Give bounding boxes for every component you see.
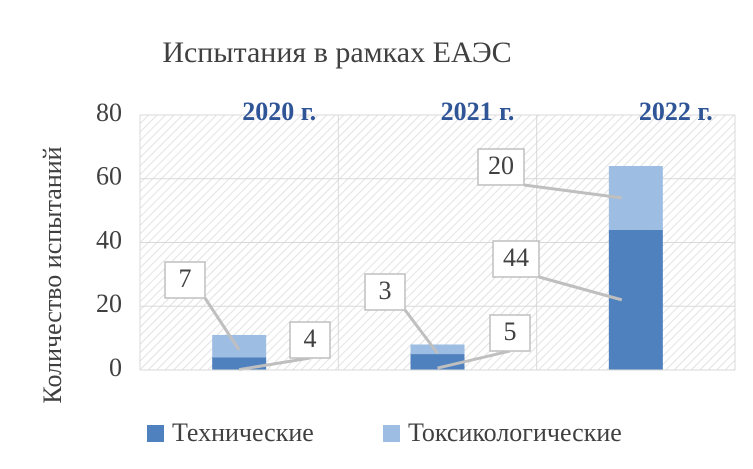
leader-line — [538, 275, 623, 302]
legend-label: Токсикологические — [408, 418, 622, 447]
callout-box — [492, 240, 540, 278]
y-tick-label: 60 — [96, 162, 122, 191]
legend-swatch — [383, 425, 400, 442]
callout-box — [489, 314, 531, 352]
leader-line — [437, 349, 511, 370]
category-label: 2022 г. — [639, 97, 713, 126]
bar-segment — [410, 344, 465, 355]
data-label: 3 — [379, 276, 392, 305]
category-label: 2021 г. — [441, 97, 515, 126]
callout-box — [289, 321, 331, 359]
y-axis-label: Количество испытаний — [38, 146, 67, 403]
callout-box — [477, 148, 525, 186]
category-label: 2020 г. — [242, 97, 316, 126]
data-label: 20 — [488, 151, 514, 180]
y-tick-label: 20 — [96, 289, 122, 318]
legend-swatch — [147, 425, 164, 442]
bar-segment — [212, 334, 267, 358]
data-label: 4 — [304, 324, 317, 353]
legend-label: Технические — [172, 418, 314, 447]
y-tick-label: 0 — [109, 353, 122, 382]
data-label: 5 — [504, 317, 517, 346]
leader-line — [403, 309, 439, 355]
callout-box — [164, 261, 206, 299]
leader-line — [238, 356, 311, 372]
chart-title: Испытания в рамках ЕАЭС — [162, 36, 511, 69]
bar-segment — [212, 357, 267, 370]
leader-line — [523, 183, 623, 200]
y-tick-label: 80 — [96, 98, 122, 127]
y-tick-label: 40 — [96, 225, 122, 254]
data-label: 44 — [503, 243, 529, 272]
leader-line — [203, 297, 241, 351]
data-label: 7 — [179, 264, 192, 293]
callout-box — [364, 273, 406, 311]
